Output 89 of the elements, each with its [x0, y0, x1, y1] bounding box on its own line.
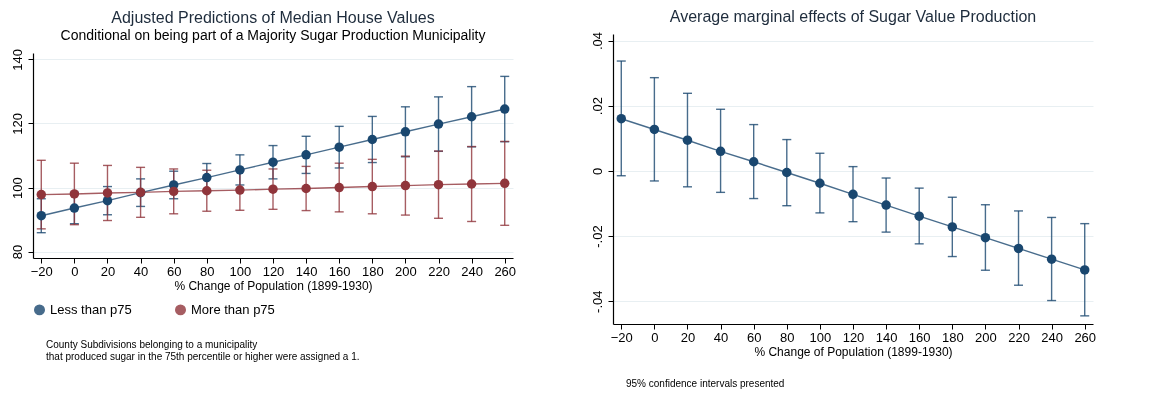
chart-title: Adjusted Predictions of Median House Values — [111, 8, 435, 26]
point — [466, 112, 477, 122]
x-tick-label: 20 — [100, 263, 116, 279]
point — [466, 179, 477, 189]
x-tick-label: 0 — [71, 263, 79, 279]
point — [301, 183, 311, 194]
point — [69, 203, 80, 213]
point — [168, 186, 179, 197]
x-tick-label: 140 — [295, 263, 318, 279]
point — [202, 172, 212, 183]
chart-subtitle: Conditional on being part of a Majority Sugar Production Municipality — [60, 26, 486, 43]
y-tick-label: 0 — [589, 167, 605, 175]
x-tick-label: 220 — [1008, 329, 1030, 345]
y-tick-label: .04 — [589, 31, 605, 51]
x-tick-label: 60 — [746, 329, 762, 345]
x-tick-label: 220 — [428, 263, 450, 279]
x-tick-label: 240 — [461, 263, 483, 279]
chart-title: Average marginal effects of Sugar Value Production — [669, 8, 1037, 26]
point — [268, 184, 278, 194]
point — [748, 157, 759, 167]
text: 95% confidence intervals presented — [626, 378, 786, 390]
point — [682, 135, 693, 145]
x-tick-label: 100 — [229, 263, 252, 279]
point — [367, 181, 378, 192]
point — [848, 189, 858, 200]
x-tick-label: 140 — [875, 329, 898, 345]
point — [433, 119, 444, 129]
x-tick-label: 80 — [200, 263, 215, 279]
point — [782, 167, 792, 178]
y-tick-label: 140 — [9, 49, 25, 71]
x-tick-label: 120 — [842, 329, 865, 345]
x-tick-label: −20 — [610, 329, 633, 345]
y-tick-label: -.04 — [589, 290, 605, 313]
point — [914, 211, 924, 221]
point — [301, 150, 311, 160]
point — [947, 222, 958, 232]
x-tick-label: 40 — [133, 263, 149, 279]
x-tick-label: 200 — [395, 263, 417, 279]
y-tick-label: 120 — [9, 113, 25, 135]
point — [1079, 265, 1090, 275]
point — [400, 180, 411, 191]
y-tick-label: .02 — [589, 97, 605, 116]
point — [881, 200, 891, 210]
point — [1046, 254, 1057, 264]
legend-label: Less than p75 — [50, 301, 132, 317]
point — [102, 188, 113, 198]
x-tick-label: 180 — [941, 329, 964, 345]
point — [499, 178, 510, 189]
legend-label: More than p75 — [191, 301, 275, 317]
y-tick-label: 80 — [9, 244, 25, 260]
point — [235, 185, 245, 195]
x-tick-label: 100 — [809, 329, 832, 345]
point — [367, 134, 378, 145]
x-tick-label: 120 — [262, 263, 285, 279]
point — [334, 182, 344, 193]
point — [36, 189, 47, 200]
x-tick-label: 160 — [908, 329, 931, 345]
point — [649, 124, 660, 135]
point — [36, 210, 47, 221]
point — [499, 104, 510, 114]
point — [268, 157, 278, 167]
point — [715, 146, 726, 157]
point — [616, 113, 627, 124]
point — [69, 189, 80, 199]
x-tick-label: 160 — [328, 263, 351, 279]
x-axis-title: % Change of Population (1899-1930) — [174, 278, 373, 293]
point — [334, 142, 344, 152]
point — [1013, 243, 1024, 254]
text: County Subdivisions belonging to a municipality that produced sugar in the 75th percentile or higher were assigned a 1. — [46, 339, 361, 362]
x-tick-label: 200 — [975, 329, 997, 345]
x-tick-label: 180 — [361, 263, 384, 279]
point — [202, 186, 212, 196]
x-tick-label: 80 — [780, 329, 795, 345]
point — [815, 178, 825, 188]
x-tick-label: 260 — [494, 263, 517, 279]
point — [235, 165, 245, 175]
x-tick-label: 240 — [1041, 329, 1063, 345]
x-axis-title: % Change of Population (1899-1930) — [754, 344, 953, 359]
point — [400, 127, 411, 137]
y-tick-label: 100 — [9, 177, 25, 199]
y-tick-label: -.02 — [589, 225, 605, 248]
point — [980, 232, 991, 243]
x-tick-label: 60 — [166, 263, 182, 279]
point — [433, 179, 444, 190]
x-tick-label: 0 — [651, 329, 659, 345]
x-tick-label: 260 — [1074, 329, 1097, 345]
x-tick-label: 40 — [713, 329, 729, 345]
x-tick-label: −20 — [30, 263, 53, 279]
x-tick-label: 20 — [680, 329, 696, 345]
